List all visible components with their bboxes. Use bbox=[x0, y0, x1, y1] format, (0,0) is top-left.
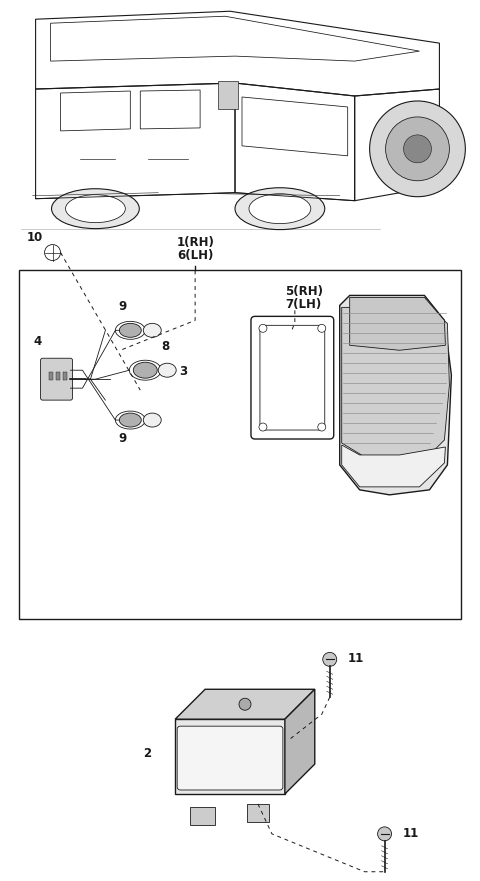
Circle shape bbox=[385, 117, 449, 181]
Polygon shape bbox=[175, 689, 315, 719]
Polygon shape bbox=[175, 719, 285, 794]
Circle shape bbox=[370, 101, 465, 196]
Text: 10: 10 bbox=[26, 231, 43, 243]
Polygon shape bbox=[340, 295, 451, 495]
Circle shape bbox=[323, 653, 336, 666]
Circle shape bbox=[318, 324, 326, 332]
Ellipse shape bbox=[158, 363, 176, 377]
Bar bbox=[62, 372, 67, 381]
Circle shape bbox=[404, 135, 432, 163]
Text: 9: 9 bbox=[118, 300, 126, 314]
Bar bbox=[190, 807, 215, 825]
Circle shape bbox=[239, 699, 251, 710]
Ellipse shape bbox=[120, 323, 141, 337]
Text: 4: 4 bbox=[34, 336, 42, 348]
Ellipse shape bbox=[144, 413, 161, 427]
Text: 3: 3 bbox=[179, 366, 187, 378]
Polygon shape bbox=[342, 307, 449, 460]
Circle shape bbox=[259, 324, 267, 332]
Ellipse shape bbox=[51, 189, 139, 228]
Text: 11: 11 bbox=[403, 827, 419, 840]
Bar bbox=[247, 804, 269, 822]
Text: 1(RH): 1(RH) bbox=[176, 235, 214, 248]
Bar bbox=[19, 270, 461, 619]
Text: 5(RH): 5(RH) bbox=[285, 285, 323, 299]
Bar bbox=[56, 372, 60, 381]
Ellipse shape bbox=[235, 188, 325, 230]
Polygon shape bbox=[342, 445, 445, 487]
Text: 6(LH): 6(LH) bbox=[177, 248, 213, 262]
Text: 7(LH): 7(LH) bbox=[285, 299, 321, 311]
Text: 2: 2 bbox=[143, 747, 151, 760]
Ellipse shape bbox=[249, 194, 311, 224]
Circle shape bbox=[259, 423, 267, 431]
FancyBboxPatch shape bbox=[177, 726, 283, 790]
Text: 11: 11 bbox=[348, 652, 364, 665]
Text: 9: 9 bbox=[118, 432, 126, 445]
Ellipse shape bbox=[65, 195, 125, 223]
Ellipse shape bbox=[144, 323, 161, 337]
Text: 8: 8 bbox=[161, 340, 169, 353]
FancyBboxPatch shape bbox=[41, 359, 72, 400]
Polygon shape bbox=[350, 298, 445, 351]
Ellipse shape bbox=[120, 413, 141, 427]
Ellipse shape bbox=[133, 362, 157, 378]
Bar bbox=[218, 81, 238, 109]
Circle shape bbox=[378, 827, 392, 840]
Polygon shape bbox=[285, 689, 315, 794]
Circle shape bbox=[318, 423, 326, 431]
Bar bbox=[48, 372, 52, 381]
